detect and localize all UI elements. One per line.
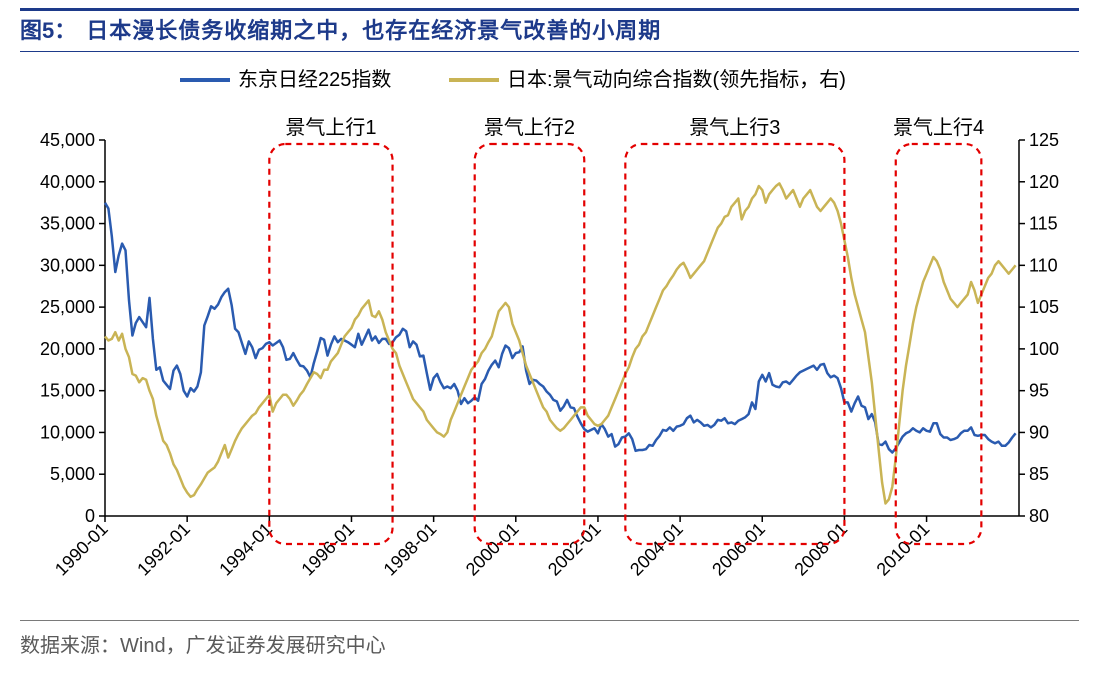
figure-title-bar: 图5： 日本漫长债务收缩期之中，也存在经济景气改善的小周期 <box>20 8 1079 52</box>
y-left-label: 35,000 <box>40 214 95 234</box>
y-right-label: 105 <box>1029 297 1059 317</box>
x-tick-label: 2002-01 <box>544 519 605 580</box>
annotation-label: 景气上行4 <box>893 116 984 139</box>
legend-label: 东京日经225指数 <box>238 68 391 91</box>
annotation-label: 景气上行3 <box>689 116 780 139</box>
y-left-label: 10,000 <box>40 422 95 442</box>
y-left-label: 5,000 <box>50 464 95 484</box>
source-bar: 数据来源：Wind，广发证券发展研究中心 <box>20 620 1079 658</box>
y-left-label: 30,000 <box>40 255 95 275</box>
y-right-label: 80 <box>1029 506 1049 526</box>
x-tick-label: 1992-01 <box>133 519 194 580</box>
x-tick-label: 1994-01 <box>215 519 276 580</box>
y-right-label: 100 <box>1029 339 1059 359</box>
y-left-label: 40,000 <box>40 172 95 192</box>
chart-svg: 东京日经225指数日本:景气动向综合指数(领先指标，右)05,00010,000… <box>20 60 1079 614</box>
y-right-label: 125 <box>1029 130 1059 150</box>
x-tick-label: 1998-01 <box>380 519 441 580</box>
legend-swatch <box>449 78 499 82</box>
figure-title: 日本漫长债务收缩期之中，也存在经济景气改善的小周期 <box>86 13 661 45</box>
chart-area: 东京日经225指数日本:景气动向综合指数(领先指标，右)05,00010,000… <box>20 60 1079 614</box>
y-right-label: 110 <box>1029 255 1058 275</box>
annotation-label: 景气上行1 <box>285 116 376 139</box>
y-right-label: 115 <box>1029 214 1058 234</box>
annotation-box <box>475 144 585 544</box>
x-tick-label: 2000-01 <box>462 519 523 580</box>
y-left-label: 45,000 <box>40 130 95 150</box>
annotation-label: 景气上行2 <box>484 116 575 139</box>
y-right-label: 120 <box>1029 172 1059 192</box>
x-tick-label: 2010-01 <box>873 519 934 580</box>
y-left-label: 15,000 <box>40 381 95 401</box>
x-tick-label: 2006-01 <box>708 519 769 580</box>
figure-number: 图5： <box>20 13 76 45</box>
y-right-label: 85 <box>1029 464 1049 484</box>
y-right-label: 90 <box>1029 422 1049 442</box>
x-tick-label: 1996-01 <box>297 519 358 580</box>
y-right-label: 95 <box>1029 381 1049 401</box>
y-left-label: 20,000 <box>40 339 95 359</box>
x-tick-label: 1990-01 <box>51 519 112 580</box>
legend-label: 日本:景气动向综合指数(领先指标，右) <box>507 68 846 91</box>
y-left-label: 25,000 <box>40 297 95 317</box>
legend-swatch <box>180 78 230 82</box>
x-tick-label: 2008-01 <box>790 519 851 580</box>
series-nikkei225 <box>105 203 1016 453</box>
x-tick-label: 2004-01 <box>626 519 687 580</box>
source-text: 数据来源：Wind，广发证券发展研究中心 <box>20 635 386 657</box>
